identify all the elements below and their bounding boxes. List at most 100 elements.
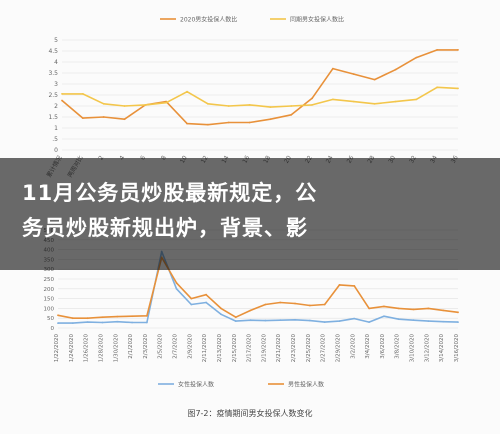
bottom-chart-series-0-point-17 [308,319,311,322]
top-chart-series-0-point-9 [248,121,251,124]
bottom-chart-y-tick-3: 150 [44,297,55,303]
top-chart-series-0-point-12 [311,97,314,100]
bottom-chart-y-tick-0: 0 [51,326,55,332]
bottom-chart-series-0-point-23 [397,318,400,321]
bottom-chart-x-tick-11: 2/13/2020 [217,334,223,363]
top-chart-series-0-point-10 [269,118,272,121]
top-chart-series-0-point-7 [206,123,209,126]
bottom-chart-x-tick-26: 3/14/2020 [439,334,445,363]
top-chart-y-tick-5: 2.5 [48,92,58,99]
bottom-chart-series-0-point-24 [412,319,415,322]
bottom-chart-y-tick-5: 250 [44,277,55,283]
bottom-chart-x-tick-24: 3/10/2020 [410,334,416,363]
bottom-chart-series-1-point-12 [234,316,237,319]
bottom-chart-series-1-point-13 [249,309,252,312]
top-chart-series-1-point-1 [81,93,84,95]
bottom-chart-series-1-point-5 [131,315,133,318]
bottom-chart-series-1-point-21 [368,307,371,310]
bottom-chart-y-tick-1: 50 [47,316,54,322]
top-chart-legend: 2020男女投保人数比 同期男女投保人数比 [160,16,344,24]
bottom-chart-x-tick-16: 2/23/2020 [291,334,297,363]
bottom-chart-x-tick-3: 1/28/2020 [98,334,104,363]
bottom-chart-x-tick-2: 1/26/2020 [84,334,90,363]
bottom-chart-series-0-point-18 [323,321,326,324]
bottom-chart-series-0-point-4 [116,320,119,323]
top-chart-x-tick-4: 6 [139,154,147,161]
bottom-chart-x-tick-22: 3/6/2020 [380,334,386,359]
top-chart-y-tick-6: 3 [54,81,58,88]
bottom-chart-series-0-point-14 [264,319,267,322]
top-chart-series-1-point-0 [61,93,63,95]
top-chart-y-tick-10: 5 [54,37,58,44]
top-chart-y-tick-8: 4 [54,59,58,66]
top-chart-series-1-point-2 [102,102,105,105]
top-chart-series-0-point-14 [352,73,355,75]
bottom-chart-x-tick-13: 2/17/2020 [247,334,253,363]
top-chart-series-0-point-19 [457,49,459,51]
bottom-chart-series-1-point-20 [353,284,356,287]
top-chart-y-tick-7: 3.5 [48,70,58,77]
top-chart-series-1-point-17 [415,98,418,101]
bottom-chart-x-tick-6: 2/3/2020 [143,334,149,359]
bottom-chart-series-0-point-21 [368,321,371,324]
top-chart-series-0-point-8 [227,121,230,124]
bottom-chart-series-0-point-12 [234,320,237,323]
figure-caption: 图7-2：疫情期间男女投保人数变化 [187,409,313,418]
bottom-chart-x-tick-12: 2/15/2020 [232,334,238,363]
bottom-chart-y-tick-4: 200 [44,287,55,293]
bottom-chart-series-1-point-17 [308,304,311,307]
top-chart-series-1-point-8 [227,105,230,107]
bottom-chart-x-tick-25: 3/12/2020 [424,334,430,363]
top-chart-series-0-point-0 [61,99,63,102]
bottom-chart-series-0-points [57,250,459,324]
top-chart-y-tick-1: .5 [52,136,58,143]
bottom-chart-series-1-point-2 [86,317,89,320]
bottom-chart-series-0-point-13 [249,319,252,322]
bottom-chart-x-tick-8: 2/7/2020 [173,334,179,359]
top-chart-series-1-point-6 [186,90,188,93]
top-chart-y-tick-0: 0 [54,147,58,154]
bottom-chart-x-tick-7: 2/5/2020 [158,334,164,359]
bottom-chart-series-1-point-8 [175,282,178,284]
bottom-chart-series-1-point-24 [412,308,415,311]
bottom-chart-series-0-point-25 [427,320,430,323]
headline-line-1: 11月公务员炒股最新规定，公 [22,181,318,205]
bottom-chart-x-tick-15: 2/21/2020 [276,334,282,363]
headline[interactable]: 11月公务员炒股最新规定，公 务员炒股新规出炉，背景、影 [22,176,492,246]
bottom-chart-series-0-point-6 [145,321,148,324]
bottom-chart-x-tick-9: 2/9/2020 [187,334,193,359]
top-chart-series-0-point-16 [394,68,397,71]
top-chart-x-tick-3: 4 [118,154,126,161]
bottom-chart-legend-label-0: 女性投保人数 [178,381,214,389]
bottom-chart-series-line-1 [57,256,459,319]
top-chart-series-0-point-3 [123,118,126,121]
bottom-chart-series-1-point-3 [101,316,104,319]
top-chart-series-1-point-16 [394,100,397,103]
top-chart-x-tick-5: 8 [160,154,168,161]
top-chart-series-1-point-3 [123,105,126,107]
bottom-chart-series-1-points [57,256,459,320]
top-chart-series-1-point-11 [290,105,293,107]
bottom-chart-x-tick-18: 2/27/2020 [321,334,327,363]
bottom-chart-series-0-point-8 [175,287,178,290]
bottom-chart-series-1-point-22 [383,305,385,308]
bottom-chart-series-0-point-1 [71,322,74,324]
bottom-chart-series-1-point-6 [145,314,148,317]
bottom-chart-x-tick-1: 1/24/2020 [69,334,75,363]
bottom-chart-x-tick-27: 3/16/2020 [454,334,460,363]
bottom-chart-series-1-point-25 [427,307,430,310]
top-chart-series-0-point-13 [332,67,334,70]
bottom-chart-y-tick-2: 100 [44,306,55,312]
top-chart-series-0-point-11 [290,113,293,116]
bottom-chart-x-tick-21: 3/4/2020 [365,334,371,359]
bottom-chart-series-1-point-4 [116,315,119,318]
bottom-chart-series-0-point-2 [86,321,89,324]
bottom-chart-x-tick-5: 2/1/2020 [128,334,134,359]
top-chart-series-1-point-18 [436,86,439,89]
top-chart-series-1-point-14 [352,100,355,103]
bottom-chart-x-tick-17: 2/25/2020 [306,334,312,363]
bottom-chart-series-1-point-11 [220,307,222,310]
bottom-chart-series-0-point-3 [101,321,104,324]
bottom-chart-series-1-point-26 [442,309,445,312]
top-chart-series-0-point-1 [81,117,84,119]
